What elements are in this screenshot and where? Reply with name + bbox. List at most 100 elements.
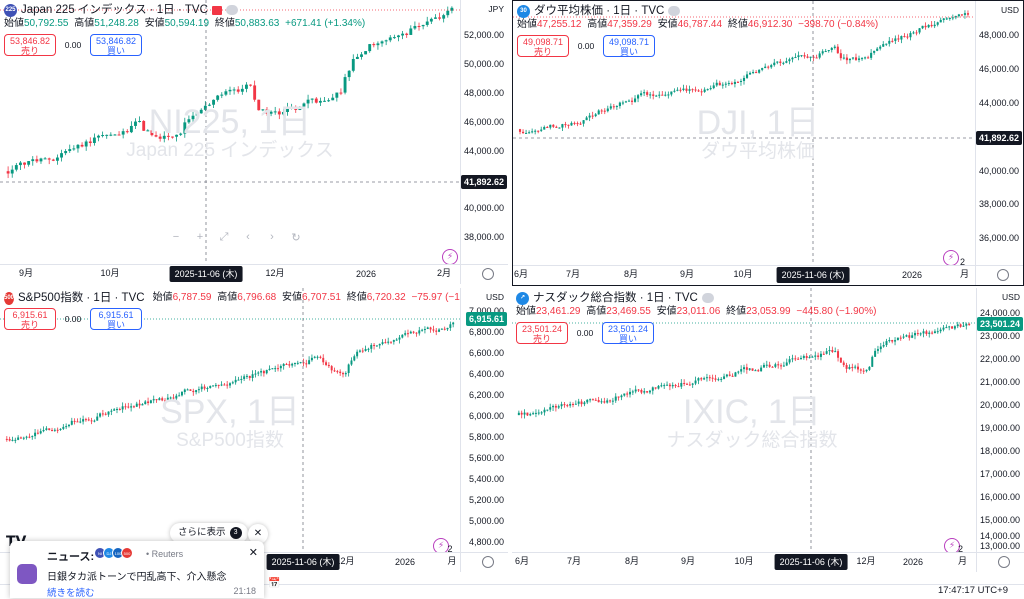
currency-label[interactable]: JPY xyxy=(488,4,504,14)
candle-body xyxy=(367,348,370,350)
currency-label[interactable]: USD xyxy=(486,292,504,302)
close-news-stack-button[interactable]: ✕ xyxy=(248,524,268,544)
candle-body xyxy=(273,111,277,113)
symbol-title[interactable]: ナスダック総合指数 · 1日 · TVC xyxy=(533,292,698,304)
price-axis[interactable]: USD 7,000.00 6,800.00 6,600.00 6,400.00 … xyxy=(460,288,508,552)
candle-body xyxy=(618,102,621,107)
price-label: 21,000.00 xyxy=(979,377,1020,387)
more-news-button[interactable]: さらに表示 3 xyxy=(170,523,248,543)
chart-pane-ixic[interactable]: IXIC, 1日 ナスダック総合指数 ↗ ナスダック総合指数 · 1日 · TV… xyxy=(512,288,1024,572)
candle-body xyxy=(279,366,282,369)
market-status-icon[interactable] xyxy=(225,5,238,15)
candle-body xyxy=(606,108,609,112)
zoom-out-button[interactable]: − xyxy=(172,231,180,243)
candle-body xyxy=(364,349,367,351)
clock-time[interactable]: 17:47:17 UTC+9 xyxy=(938,585,1008,596)
candle-body xyxy=(686,383,688,385)
price-axis[interactable]: USD 48,000.00 46,000.00 44,000.00 40,000… xyxy=(975,1,1023,265)
symbol-title[interactable]: ダウ平均株価 · 1日 · TVC xyxy=(534,5,665,17)
symbol-title[interactable]: Japan 225 インデックス · 1日 · TVC xyxy=(21,4,208,16)
candle-body xyxy=(138,120,142,122)
candle-body xyxy=(175,395,178,399)
candle-body xyxy=(664,94,667,96)
time-axis[interactable]: 6月 7月 8月 9月 10月 2026 2月 2025-11-06 (木) xyxy=(513,257,975,285)
candle-body xyxy=(158,136,162,139)
candle-body xyxy=(51,429,54,431)
sell-button[interactable]: 53,846.82 売り xyxy=(4,34,56,56)
scroll-left-button[interactable]: ‹ xyxy=(246,231,250,243)
price-axis[interactable]: USD 24,000.00 23,000.00 22,000.00 21,000… xyxy=(976,288,1024,552)
candle-body xyxy=(906,36,909,38)
candlestick-chart[interactable] xyxy=(512,288,976,552)
calendar-icon[interactable]: 📅 xyxy=(268,578,281,589)
time-axis[interactable]: 9月 10月 12月 2026 2月 2025-11-06 (木) xyxy=(0,264,460,284)
candle-body xyxy=(700,378,703,380)
market-status-icon[interactable] xyxy=(701,293,714,303)
sell-button[interactable]: 23,501.24 売り xyxy=(516,322,568,344)
zoom-in-button[interactable]: + xyxy=(196,231,204,243)
candle-body xyxy=(651,387,654,391)
candle-body xyxy=(335,92,339,98)
candle-body xyxy=(915,32,918,34)
scroll-right-button[interactable]: › xyxy=(270,231,274,243)
candle-body xyxy=(894,340,897,342)
candle-body xyxy=(149,400,152,404)
currency-label[interactable]: USD xyxy=(1002,292,1020,302)
settings-icon[interactable] xyxy=(998,556,1010,568)
buy-button[interactable]: 6,915.61 買い xyxy=(90,308,142,330)
news-headline[interactable]: 日銀タカ派トーンで円乱高下、介入懸念 xyxy=(47,572,227,583)
symbol-logo-icon: 225 xyxy=(4,3,17,17)
alert-bolt-icon[interactable]: ⚡ xyxy=(442,249,458,265)
candlestick-chart[interactable] xyxy=(513,1,975,265)
candle-body xyxy=(637,95,640,99)
candle-body xyxy=(600,110,603,112)
price-label: 5,000.00 xyxy=(468,516,504,526)
candle-body xyxy=(10,169,14,174)
candle-body xyxy=(885,43,888,45)
flag-icon[interactable] xyxy=(211,5,222,15)
candle-body xyxy=(700,91,703,93)
settings-icon[interactable] xyxy=(997,269,1009,281)
chart-pane-ni225[interactable]: NI225, 1日 Japan 225 インデックス 225 Japan 225… xyxy=(0,0,508,284)
candle-body xyxy=(688,89,691,91)
candlestick-chart[interactable] xyxy=(0,0,460,264)
settings-icon[interactable] xyxy=(482,556,494,568)
candlestick-chart[interactable] xyxy=(0,288,460,552)
buy-button[interactable]: 49,098.71 買い xyxy=(603,35,655,57)
currency-label[interactable]: USD xyxy=(1001,5,1019,15)
candle-body xyxy=(333,370,336,372)
chart-pane-dji[interactable]: DJI, 1日 ダウ平均株価 30 ダウ平均株価 · 1日 · TVC 始値47… xyxy=(512,0,1024,286)
candle-body xyxy=(155,399,158,401)
sell-button[interactable]: 6,915.61 売り xyxy=(4,308,56,330)
candle-body xyxy=(169,397,172,399)
candle-body xyxy=(125,131,129,133)
candle-body xyxy=(528,132,531,134)
symbol-title[interactable]: S&P500指数 · 1日 · TVC xyxy=(18,292,145,304)
reset-chart-button[interactable]: ↻ xyxy=(291,232,301,244)
fullscreen-button[interactable]: ⤢ xyxy=(219,231,229,243)
candle-body xyxy=(73,420,76,422)
candle-body xyxy=(135,403,138,407)
alert-bolt-icon[interactable]: ⚡ xyxy=(943,250,959,266)
candle-body xyxy=(162,135,166,139)
candle-body xyxy=(308,360,311,365)
buy-button[interactable]: 23,501.24 買い xyxy=(602,322,654,344)
candle-body xyxy=(589,399,592,401)
time-axis[interactable]: 6月 7月 8月 9月 10月 12月 2026 2月 2025-11-06 (… xyxy=(512,544,976,572)
candle-body xyxy=(199,109,203,114)
chart-legend: 30 ダウ平均株価 · 1日 · TVC 始値47,255.12 高値47,35… xyxy=(517,4,971,57)
sell-button[interactable]: 49,098.71 売り xyxy=(517,35,569,57)
buy-button[interactable]: 53,846.82 買い xyxy=(90,34,142,56)
read-more-link[interactable]: 続きを読む xyxy=(47,588,95,599)
news-toast[interactable]: ニュース: NI DJ 100 500 • Reuters ✕ 日銀タカ派トーン… xyxy=(10,541,264,599)
candle-body xyxy=(150,130,154,136)
settings-icon[interactable] xyxy=(482,268,494,280)
market-status-icon[interactable] xyxy=(668,6,681,16)
price-axis[interactable]: JPY 52,000.00 50,000.00 48,000.00 46,000… xyxy=(460,0,508,264)
close-icon[interactable]: ✕ xyxy=(248,547,258,559)
candle-body xyxy=(532,413,535,415)
candle-body xyxy=(47,158,51,160)
time-label: 12月 xyxy=(265,268,285,278)
price-label: 6,200.00 xyxy=(468,390,504,400)
